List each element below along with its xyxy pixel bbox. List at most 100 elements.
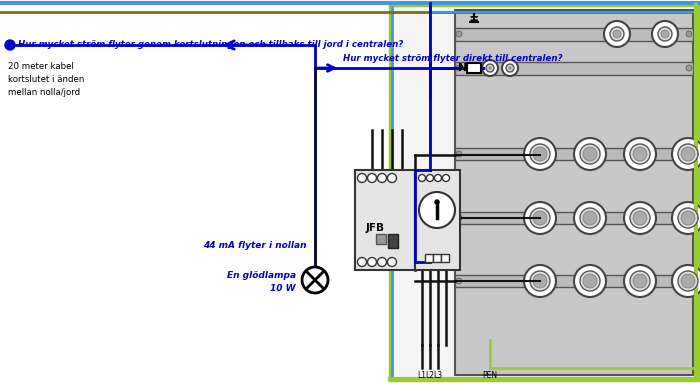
Circle shape [672,138,700,170]
Circle shape [630,144,650,164]
Text: =: = [470,12,478,26]
Bar [415,170,460,270]
Circle shape [574,202,606,234]
Circle shape [681,274,695,288]
Text: JFB: JFB [365,223,384,233]
Circle shape [580,208,600,228]
Circle shape [530,208,550,228]
Circle shape [686,65,692,71]
Circle shape [524,138,556,170]
Text: L2: L2 [426,371,435,380]
Circle shape [613,30,621,38]
Circle shape [530,144,550,164]
Circle shape [456,31,462,37]
Circle shape [358,258,367,266]
Circle shape [486,64,494,72]
Bar [390,5,698,380]
Circle shape [686,31,692,37]
Circle shape [377,174,386,182]
Circle shape [658,27,672,41]
Circle shape [533,274,547,288]
Circle shape [652,21,678,47]
Circle shape [456,151,462,157]
Bar [441,254,449,262]
Circle shape [624,202,656,234]
Circle shape [633,274,647,288]
Circle shape [624,265,656,297]
Bar [388,234,398,248]
Circle shape [377,258,386,266]
Circle shape [442,174,449,181]
Circle shape [633,147,647,161]
Bar [455,10,693,375]
Circle shape [678,208,698,228]
Bar [425,254,433,262]
Text: PEN: PEN [482,371,498,380]
Circle shape [633,211,647,225]
Circle shape [686,215,692,221]
Circle shape [686,278,692,284]
Text: L1: L1 [417,371,426,380]
Circle shape [419,174,426,181]
Circle shape [533,211,547,225]
Circle shape [678,144,698,164]
Bar [455,212,693,224]
Bar [455,28,693,41]
Circle shape [368,258,377,266]
Circle shape [610,27,624,41]
Circle shape [583,211,597,225]
Circle shape [489,67,491,69]
Circle shape [456,215,462,221]
Text: En glödlampa
10 W: En glödlampa 10 W [227,271,296,293]
Circle shape [686,151,692,157]
Circle shape [580,144,600,164]
Circle shape [5,40,15,50]
Circle shape [482,60,498,76]
Circle shape [681,211,695,225]
Bar [455,148,693,160]
Bar [455,62,693,75]
Circle shape [630,208,650,228]
Circle shape [630,271,650,291]
Text: N: N [458,63,468,73]
Bar [433,254,441,262]
Circle shape [502,60,518,76]
Circle shape [604,21,630,47]
Circle shape [524,202,556,234]
Circle shape [302,267,328,293]
Text: Hur mycket ström flyter genom kortslutningen och tillbaks till jord i centralen?: Hur mycket ström flyter genom kortslutni… [18,40,403,49]
Text: L3: L3 [433,371,442,380]
Circle shape [368,174,377,182]
Circle shape [426,174,433,181]
Bar [355,170,415,270]
Circle shape [435,174,442,181]
Circle shape [524,265,556,297]
Circle shape [580,271,600,291]
Text: Hur mycket ström flyter direkt till centralen?: Hur mycket ström flyter direkt till cent… [343,54,563,63]
Circle shape [574,265,606,297]
Circle shape [456,65,462,71]
Circle shape [583,274,597,288]
Circle shape [533,147,547,161]
Text: 44 mA flyter i nollan: 44 mA flyter i nollan [204,241,307,249]
Bar [376,234,386,244]
Circle shape [388,174,396,182]
Circle shape [661,30,669,38]
Circle shape [358,174,367,182]
Circle shape [435,200,439,204]
Circle shape [388,258,396,266]
Circle shape [509,67,511,69]
Circle shape [506,64,514,72]
Circle shape [672,265,700,297]
Circle shape [681,147,695,161]
Circle shape [419,192,455,228]
Bar [455,275,693,287]
Circle shape [530,271,550,291]
Circle shape [574,138,606,170]
Text: 20 meter kabel
kortslutet i änden
mellan nolla/jord: 20 meter kabel kortslutet i änden mellan… [8,62,85,97]
Circle shape [624,138,656,170]
Circle shape [672,202,700,234]
Circle shape [583,147,597,161]
Bar [467,63,481,73]
Circle shape [456,278,462,284]
